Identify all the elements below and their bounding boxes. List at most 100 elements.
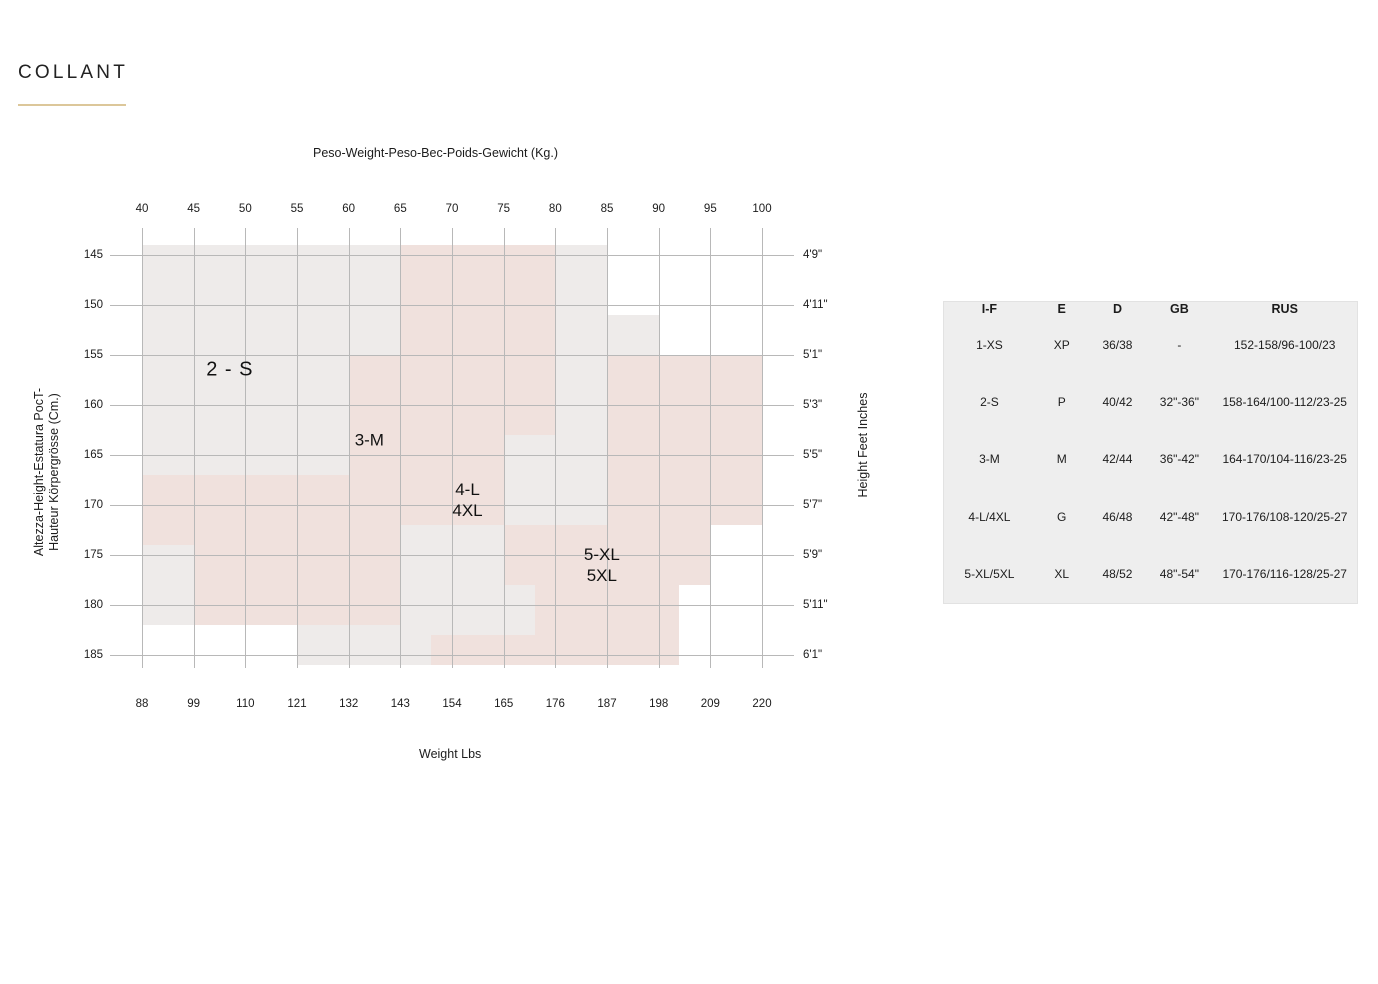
x-tick-lbs: 88 xyxy=(135,698,149,710)
x-tick-kg: 80 xyxy=(548,203,562,215)
gridline-vertical xyxy=(607,228,608,668)
y-tick-ft: 5'11" xyxy=(803,599,828,611)
y-tick-ft: 5'1" xyxy=(803,349,823,361)
table-cell-e: P xyxy=(1057,395,1066,410)
y-tick-cm: 180 xyxy=(83,599,103,611)
x-tick-lbs: 154 xyxy=(442,698,462,710)
x-tick-kg: 65 xyxy=(393,203,407,215)
tick-mark-left xyxy=(110,605,117,606)
gridline-horizontal xyxy=(117,455,787,456)
table-cell-d: 40/42 xyxy=(1102,395,1133,410)
table-cell-e: XL xyxy=(1054,567,1070,582)
y-tick-cm: 160 xyxy=(83,399,103,411)
gridline-vertical xyxy=(142,228,143,668)
y-tick-cm: 185 xyxy=(83,649,103,661)
tick-mark-right xyxy=(787,505,794,506)
tick-mark-right xyxy=(787,655,794,656)
gridline-vertical xyxy=(193,228,195,668)
table-row: 2-S P 40/42 32"-36" 158-164/100-112/23-25 xyxy=(944,373,1357,430)
table-cell-gb: 32"-36" xyxy=(1159,395,1199,410)
table-header-e: E xyxy=(1057,302,1066,316)
x-tick-lbs: 220 xyxy=(752,698,772,710)
size-region-5-xl-5xl xyxy=(607,355,762,525)
x-tick-lbs: 132 xyxy=(339,698,359,710)
gridline-vertical xyxy=(297,228,298,668)
x-tick-lbs: 121 xyxy=(287,698,307,710)
gridline-horizontal xyxy=(117,605,787,606)
gridline-horizontal xyxy=(117,255,787,256)
table-header-rus: RUS xyxy=(1271,302,1298,316)
gridline-vertical xyxy=(348,228,350,668)
x-tick-kg: 55 xyxy=(290,203,304,215)
table-cell-rus: 152-158/96-100/23 xyxy=(1234,337,1336,352)
y-tick-ft: 5'7" xyxy=(803,499,823,511)
gridline-vertical xyxy=(452,228,453,668)
y-tick-ft: 4'11" xyxy=(803,299,828,311)
table-cell-d: 46/48 xyxy=(1102,509,1133,524)
y-tick-cm: 165 xyxy=(83,449,103,461)
tick-mark-left xyxy=(110,405,117,406)
tick-mark-right xyxy=(787,355,794,356)
y-tick-ft: 5'3" xyxy=(803,399,823,411)
table-cell-if: 4-L/4XL xyxy=(968,509,1011,524)
gridline-vertical xyxy=(400,228,402,668)
y-tick-ft: 5'9" xyxy=(803,549,823,561)
table-cell-gb: 48"-54" xyxy=(1159,567,1199,582)
gridline-horizontal xyxy=(117,505,787,506)
table-row: 1-XS XP 36/38 - 152-158/96-100/23 xyxy=(944,316,1357,373)
table-cell-if: 5-XL/5XL xyxy=(964,567,1015,582)
gridline-vertical xyxy=(762,228,763,668)
y-tick-cm: 175 xyxy=(83,549,103,561)
tick-mark-left xyxy=(110,305,117,306)
x-tick-lbs: 187 xyxy=(597,698,617,710)
tick-mark-right xyxy=(787,605,794,606)
tick-mark-right xyxy=(787,255,794,256)
tick-mark-right xyxy=(787,555,794,556)
table-header-d: D xyxy=(1112,302,1122,316)
table-cell-if: 1-XS xyxy=(976,337,1003,352)
x-tick-lbs: 165 xyxy=(494,698,514,710)
gridline-horizontal xyxy=(117,405,787,406)
x-tick-kg: 90 xyxy=(652,203,666,215)
gridline-horizontal xyxy=(117,555,787,556)
y-tick-cm: 150 xyxy=(83,299,103,311)
x-tick-kg: 85 xyxy=(600,203,614,215)
table-cell-gb: 36"-42" xyxy=(1159,452,1199,467)
table-cell-e: G xyxy=(1057,509,1067,524)
y-tick-cm: 155 xyxy=(83,349,103,361)
x-tick-kg: 40 xyxy=(135,203,149,215)
table-cell-d: 48/52 xyxy=(1102,567,1133,582)
table-cell-e: XP xyxy=(1053,337,1070,352)
x-tick-lbs: 99 xyxy=(187,698,201,710)
gridline-vertical xyxy=(503,228,505,668)
size-region-5-xl-5xl xyxy=(142,475,401,545)
table-cell-if: 2-S xyxy=(980,395,999,410)
size-region-5-xl-5xl xyxy=(534,585,680,635)
bottom-axis-title: Weight Lbs xyxy=(419,747,482,761)
x-tick-kg: 60 xyxy=(342,203,356,215)
table-cell-if: 3-M xyxy=(979,452,1000,467)
plot-area: 2 - S 3-M 4-L 4XL 5-XL 5XL xyxy=(110,228,794,668)
top-axis-title: Peso-Weight-Peso-Bec-Poids-Gewicht (Kg.) xyxy=(313,146,558,160)
gridline-horizontal xyxy=(117,655,787,656)
gridline-vertical xyxy=(710,228,712,668)
table-cell-rus: 164-170/104-116/23-25 xyxy=(1222,452,1347,467)
tick-mark-left xyxy=(110,505,117,506)
x-tick-lbs: 176 xyxy=(545,698,565,710)
table-cell-d: 36/38 xyxy=(1102,337,1133,352)
tick-mark-left xyxy=(110,655,117,656)
table-header-row: I-F E D GB RUS xyxy=(944,302,1357,316)
table-header-if: I-F xyxy=(981,302,998,316)
table-cell-rus: 170-176/116-128/25-27 xyxy=(1222,567,1347,582)
tick-mark-left xyxy=(110,355,117,356)
left-axis-title: Altezza-Height-Estatura PocT-Hauteur Kör… xyxy=(32,387,61,557)
x-tick-kg: 75 xyxy=(497,203,511,215)
gridline-vertical xyxy=(658,228,660,668)
y-tick-ft: 4'9" xyxy=(803,249,823,261)
gridline-vertical xyxy=(555,228,557,668)
tick-mark-left xyxy=(110,455,117,456)
table-cell-rus: 158-164/100-112/23-25 xyxy=(1222,395,1347,410)
x-tick-lbs: 209 xyxy=(700,698,720,710)
table-header-gb: GB xyxy=(1170,302,1189,316)
table-row: 4-L/4XL G 46/48 42"-48" 170-176/108-120/25-2… xyxy=(944,488,1357,545)
